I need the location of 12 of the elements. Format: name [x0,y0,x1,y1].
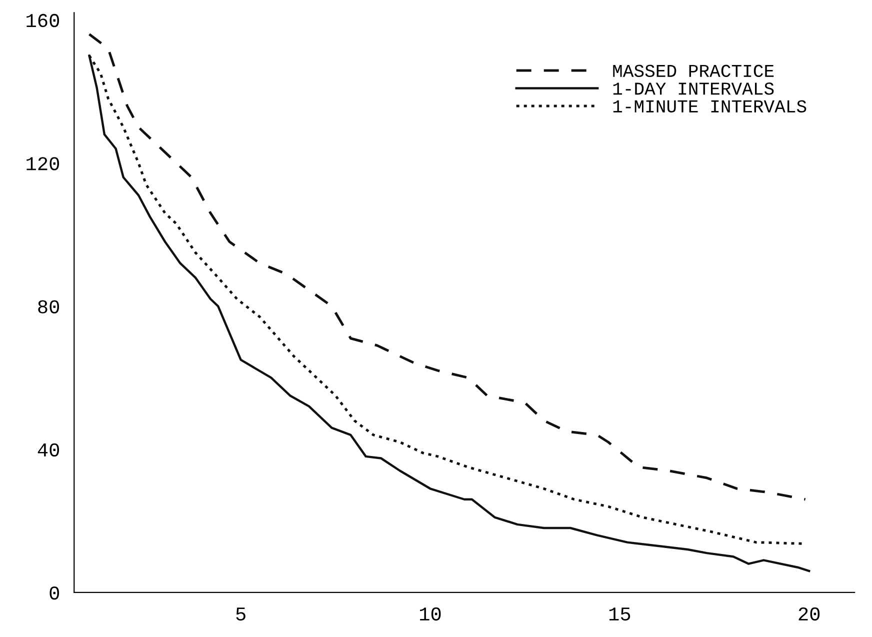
x-tick-label: 15 [609,608,630,621]
x-tick-label: 10 [420,607,441,621]
x-tick-label: 20 [798,607,820,621]
x-tick-label: 5 [236,608,246,621]
y-tick-label: 120 [26,157,60,170]
y-tick-label: 0 [50,586,60,600]
legend-label: MASSED PRACTICE [613,64,774,78]
y-tick-label: 40 [38,443,60,457]
y-tick-label: 160 [26,14,60,28]
legend-label: 1-MINUTE INTERVALS [613,100,806,112]
legend-label: 1-DAY INTERVALS [613,82,774,95]
y-tick-label: 80 [38,300,60,314]
